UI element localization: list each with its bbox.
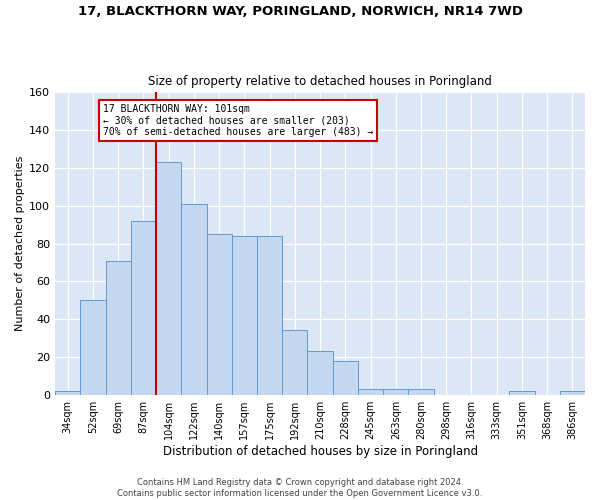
Bar [560,391,585,394]
Bar [409,389,434,394]
Text: Contains HM Land Registry data © Crown copyright and database right 2024.
Contai: Contains HM Land Registry data © Crown c… [118,478,482,498]
Bar [131,221,156,394]
X-axis label: Distribution of detached houses by size in Poringland: Distribution of detached houses by size … [163,444,478,458]
Bar [232,236,257,394]
Bar [181,204,206,394]
Bar [206,234,232,394]
Bar [332,360,358,394]
Bar [509,391,535,394]
Bar [156,162,181,394]
Y-axis label: Number of detached properties: Number of detached properties [15,156,25,332]
Bar [282,330,307,394]
Bar [106,260,131,394]
Bar [383,389,409,394]
Bar [257,236,282,394]
Text: 17 BLACKTHORN WAY: 101sqm
← 30% of detached houses are smaller (203)
70% of semi: 17 BLACKTHORN WAY: 101sqm ← 30% of detac… [103,104,373,137]
Title: Size of property relative to detached houses in Poringland: Size of property relative to detached ho… [148,76,492,88]
Bar [80,300,106,394]
Bar [307,352,332,395]
Bar [55,391,80,394]
Text: 17, BLACKTHORN WAY, PORINGLAND, NORWICH, NR14 7WD: 17, BLACKTHORN WAY, PORINGLAND, NORWICH,… [77,5,523,18]
Bar [358,389,383,394]
